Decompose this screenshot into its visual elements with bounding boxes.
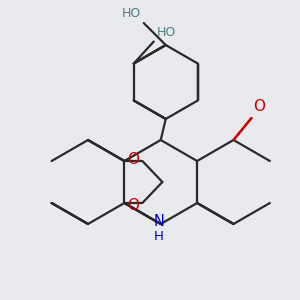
Text: N: N — [153, 214, 164, 230]
Text: H: H — [154, 230, 164, 242]
Text: O: O — [128, 152, 140, 166]
Text: O: O — [128, 197, 140, 212]
Text: HO: HO — [122, 7, 141, 20]
Text: O: O — [254, 99, 266, 114]
Text: HO: HO — [157, 26, 176, 38]
